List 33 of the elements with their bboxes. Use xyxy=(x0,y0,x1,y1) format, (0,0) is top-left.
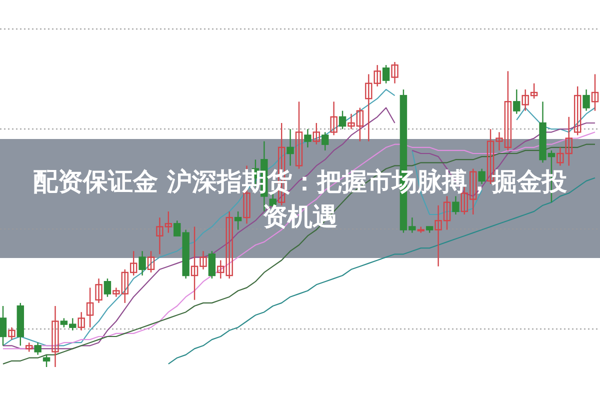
candlestick xyxy=(574,86,582,136)
candlestick xyxy=(147,250,155,274)
candlestick xyxy=(330,101,338,136)
candlestick xyxy=(42,354,50,368)
candlestick xyxy=(138,250,146,276)
candlestick xyxy=(391,61,398,84)
candlestick xyxy=(208,250,216,280)
candlestick xyxy=(234,210,242,230)
candlestick xyxy=(95,278,102,304)
candlestick xyxy=(374,64,381,87)
candlestick xyxy=(478,168,486,185)
candlestick xyxy=(382,64,390,84)
candlestick xyxy=(582,88,590,112)
candlestick xyxy=(0,305,7,346)
candlestick xyxy=(86,287,94,328)
candlestick xyxy=(52,305,59,368)
candlestick xyxy=(286,128,294,166)
candlestick xyxy=(26,342,33,352)
candlestick xyxy=(322,132,329,152)
candlestick xyxy=(338,110,346,130)
candlestick xyxy=(365,74,372,142)
candlestick xyxy=(312,122,320,145)
candlestick xyxy=(217,260,224,280)
candlestick xyxy=(78,312,85,331)
candlestick xyxy=(34,342,42,356)
candlestick xyxy=(104,278,112,298)
candlestick xyxy=(8,326,16,340)
candlestick xyxy=(304,128,312,148)
candlestick xyxy=(513,88,520,114)
candlestick xyxy=(295,101,303,170)
candlestick xyxy=(226,210,233,280)
candlestick xyxy=(452,196,460,216)
candlestick xyxy=(591,74,599,112)
